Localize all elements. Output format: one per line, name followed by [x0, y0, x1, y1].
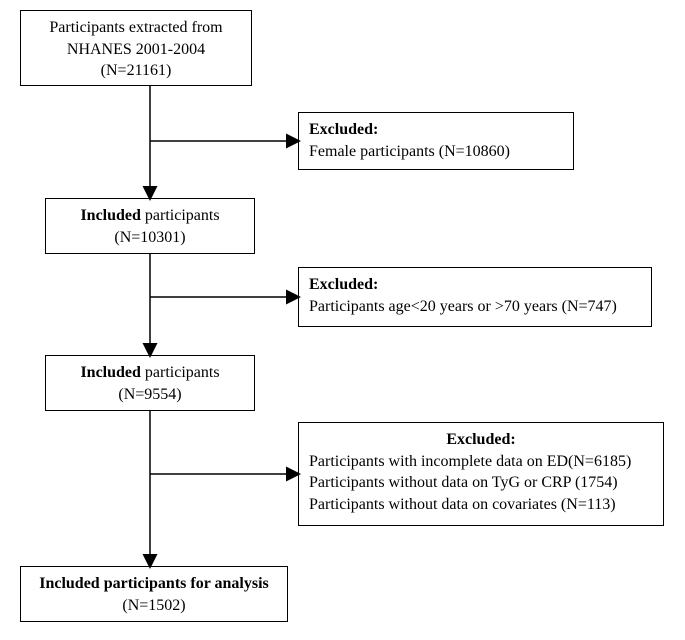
e3-l2: Participants without data on TyG or CRP … [309, 472, 653, 494]
e3-l1: Participants with incomplete data on ED(… [309, 451, 653, 473]
b4-l1: Included participants for analysis [31, 573, 277, 595]
b2-l1: Included participants [56, 205, 244, 227]
b3-rest: participants [141, 364, 220, 381]
box-excluded-2: Excluded: Participants age<20 years or >… [298, 267, 652, 327]
b2-rest: participants [141, 207, 220, 224]
box-excluded-1: Excluded: Female participants (N=10860) [298, 112, 574, 170]
b1-l1: Participants extracted from [31, 17, 241, 39]
box-excluded-3: Excluded: Participants with incomplete d… [298, 422, 664, 526]
b3-l1: Included participants [56, 362, 244, 384]
b2-bold: Included [80, 207, 140, 224]
b1-l2: NHANES 2001-2004 [31, 39, 241, 61]
e3-title: Excluded: [309, 429, 653, 451]
e1-title: Excluded: [309, 119, 563, 141]
b1-l3: (N=21161) [31, 60, 241, 82]
e2-l1: Participants age<20 years or >70 years (… [309, 296, 641, 318]
b3-l2: (N=9554) [56, 384, 244, 406]
b3-bold: Included [80, 364, 140, 381]
box-included-1: Included participants (N=10301) [45, 198, 255, 254]
b4-l2: (N=1502) [31, 595, 277, 617]
e1-l1: Female participants (N=10860) [309, 141, 563, 163]
box-extracted: Participants extracted from NHANES 2001-… [20, 10, 252, 86]
box-final: Included participants for analysis (N=15… [20, 566, 288, 622]
e3-l3: Participants without data on covariates … [309, 494, 653, 516]
b2-l2: (N=10301) [56, 227, 244, 249]
box-included-2: Included participants (N=9554) [45, 355, 255, 411]
e2-title: Excluded: [309, 274, 641, 296]
